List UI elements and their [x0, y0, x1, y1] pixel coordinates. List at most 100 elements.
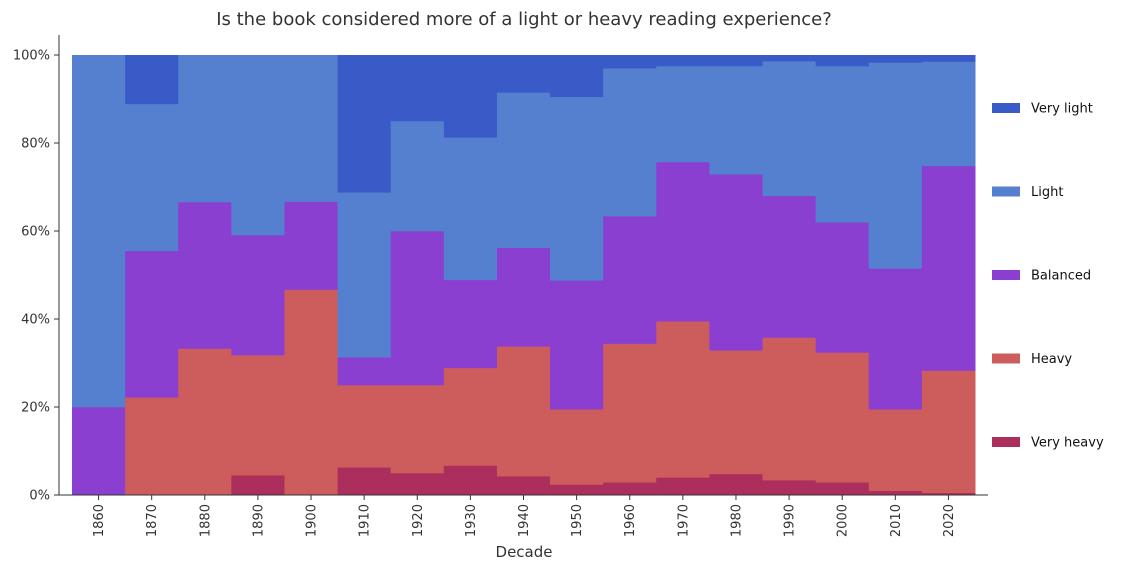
bar-segment-1940-very-heavy: [496, 476, 551, 496]
bar-segment-1920-heavy: [390, 385, 445, 474]
x-tick-label: 2020: [942, 504, 957, 537]
x-tick-label: 1960: [623, 504, 638, 537]
bar-segment-1890-light: [231, 55, 285, 236]
bar-segment-1970-light: [656, 66, 710, 163]
legend-label-very-light: Very light: [1031, 102, 1093, 117]
y-tick-label: 0%: [29, 489, 50, 504]
bar-segment-1990-light: [762, 61, 817, 197]
bar-segment-1910-heavy: [337, 385, 392, 468]
bars-layer: [72, 55, 976, 496]
bar-segment-1960-very-heavy: [603, 482, 657, 496]
bar-segment-2020-light: [921, 61, 976, 167]
bar-segment-1950-heavy: [550, 409, 604, 485]
bar-segment-1990-heavy: [762, 337, 817, 481]
x-tick-label: 1970: [676, 504, 691, 537]
bar-segment-1910-balanced: [337, 357, 392, 386]
x-tick-label: 1940: [517, 504, 532, 537]
y-tick-label: 80%: [21, 137, 50, 152]
legend-swatch-very-light: [992, 103, 1020, 113]
legend-swatch-light: [992, 186, 1020, 197]
bar-segment-1960-very-light: [603, 55, 657, 69]
bar-segment-1920-light: [390, 121, 445, 232]
bar-segment-2020-heavy: [921, 370, 976, 494]
bar-segment-1920-balanced: [390, 231, 445, 386]
bar-segment-1940-balanced: [496, 247, 551, 347]
bar-segment-1870-balanced: [125, 250, 179, 398]
x-tick-label: 1950: [570, 504, 585, 537]
x-tick-label: 1860: [92, 504, 107, 537]
bar-segment-2010-balanced: [868, 268, 923, 410]
x-axis-title: Decade: [496, 543, 553, 561]
bar-segment-1970-very-heavy: [656, 477, 710, 496]
bar-segment-2000-heavy: [815, 352, 870, 483]
bar-segment-1960-light: [603, 68, 657, 217]
chart-title: Is the book considered more of a light o…: [216, 9, 832, 30]
bar-segment-1950-balanced: [550, 280, 604, 410]
bar-segment-1860-balanced: [72, 407, 126, 496]
bar-segment-1980-light: [709, 66, 764, 175]
bar-segment-2000-very-heavy: [815, 482, 870, 496]
bar-segment-1980-very-light: [709, 55, 764, 67]
bar-segment-1940-heavy: [496, 346, 551, 477]
bar-segment-1940-light: [496, 92, 551, 249]
bar-segment-1930-light: [443, 137, 498, 281]
bar-segment-1880-light: [178, 55, 232, 203]
bar-segment-1900-heavy: [284, 289, 339, 496]
x-tick-label: 1880: [198, 504, 213, 537]
bar-segment-1920-very-heavy: [390, 473, 445, 496]
bar-segment-1880-balanced: [178, 201, 232, 349]
bar-segment-1900-light: [284, 55, 339, 202]
bar-segment-2000-light: [815, 66, 870, 223]
x-tick-label: 1890: [251, 504, 266, 537]
legend: Very light Light Balanced Heavy Very heavy: [992, 102, 1104, 451]
legend-label-light: Light: [1031, 185, 1063, 200]
bar-segment-1990-very-light: [762, 55, 817, 62]
bar-segment-1920-very-light: [390, 55, 445, 122]
legend-label-balanced: Balanced: [1031, 269, 1091, 284]
bar-segment-1970-balanced: [656, 161, 710, 322]
bar-segment-1980-balanced: [709, 174, 764, 351]
bar-segment-1950-light: [550, 96, 604, 281]
bar-segment-2020-balanced: [921, 165, 976, 371]
y-tick-label: 100%: [13, 49, 50, 64]
x-tick-label: 1910: [358, 504, 373, 537]
bar-segment-2020-very-heavy: [921, 492, 976, 496]
bar-segment-1950-very-heavy: [550, 484, 604, 496]
bar-segment-1890-heavy: [231, 355, 285, 476]
bar-segment-1910-very-light: [337, 55, 392, 193]
x-tick-label: 2000: [836, 504, 851, 537]
bar-segment-1890-very-heavy: [231, 475, 285, 496]
y-tick-label: 40%: [21, 313, 50, 328]
bar-segment-1890-balanced: [231, 234, 285, 356]
legend-label-very-heavy: Very heavy: [1031, 436, 1104, 451]
y-tick-label: 60%: [21, 225, 50, 240]
bar-segment-2000-balanced: [815, 222, 870, 353]
bar-segment-1910-light: [337, 192, 392, 358]
legend-label-heavy: Heavy: [1031, 352, 1072, 367]
bar-segment-1980-heavy: [709, 350, 764, 475]
bar-segment-1930-very-heavy: [443, 465, 498, 496]
bar-segment-1910-very-heavy: [337, 467, 392, 496]
bar-segment-2010-very-light: [868, 55, 923, 63]
legend-swatch-balanced: [992, 270, 1020, 280]
bar-segment-2010-light: [868, 62, 923, 269]
bar-segment-2020-very-light: [921, 55, 976, 62]
bar-segment-1900-balanced: [284, 201, 339, 290]
legend-swatch-very-heavy: [992, 437, 1020, 447]
bar-segment-1970-very-light: [656, 55, 710, 67]
x-tick-label: 2010: [889, 504, 904, 537]
bar-segment-1860-light: [72, 55, 126, 408]
bar-segment-2010-very-heavy: [868, 490, 923, 496]
x-tick-labels: 1860 1870 1880 1890 1900 1910 1920 1930 1940 1950…: [92, 495, 957, 537]
bar-segment-1990-very-heavy: [762, 480, 817, 496]
bar-segment-1870-very-light: [125, 55, 179, 105]
bar-segment-1930-heavy: [443, 367, 498, 466]
x-tick-label: 1920: [411, 504, 426, 537]
bar-segment-1970-heavy: [656, 321, 710, 478]
bar-segment-1960-heavy: [603, 343, 657, 483]
bar-segment-1940-very-light: [496, 55, 551, 93]
x-tick-label: 1870: [145, 504, 160, 537]
bar-segment-2000-very-light: [815, 55, 870, 67]
